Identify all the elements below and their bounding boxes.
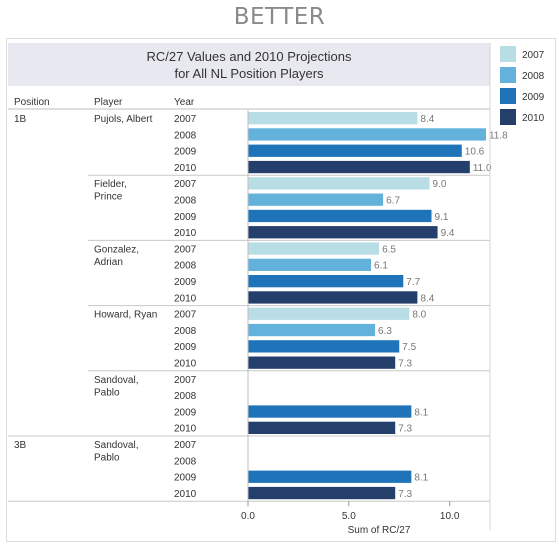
bar-2009 <box>248 470 412 483</box>
player-name: Gonzalez, <box>94 244 139 255</box>
bar-2009 <box>248 209 432 223</box>
bar-2008 <box>248 128 486 141</box>
page-heading: BETTER <box>233 4 326 30</box>
data-label: 9.4 <box>441 228 455 239</box>
legend-label-2010: 2010 <box>522 113 545 124</box>
data-label: 6.1 <box>374 261 388 272</box>
data-label: 8.4 <box>420 293 434 304</box>
column-header-position: Position <box>14 97 50 108</box>
player-name: Pablo <box>94 453 120 464</box>
bar-2010 <box>248 486 396 500</box>
year-label: 2008 <box>174 326 197 337</box>
player-name: Prince <box>94 192 123 203</box>
bar-2010 <box>248 160 470 174</box>
year-label: 2008 <box>174 261 197 272</box>
bar-2008 <box>248 258 372 271</box>
year-label: 2009 <box>174 407 197 418</box>
data-label: 7.3 <box>398 489 412 500</box>
year-label: 2010 <box>174 424 197 435</box>
data-label: 8.0 <box>412 310 426 321</box>
year-label: 2010 <box>174 228 197 239</box>
year-label: 2008 <box>174 196 197 207</box>
bar-2009 <box>248 340 400 353</box>
data-label: 11.0 <box>473 163 492 174</box>
data-label: 7.7 <box>406 277 420 288</box>
bar-2009 <box>248 144 462 157</box>
column-header-player: Player <box>94 97 123 108</box>
year-label: 2009 <box>174 473 197 484</box>
player-name: Pablo <box>94 387 120 398</box>
data-label: 6.3 <box>378 326 392 337</box>
legend-label-2008: 2008 <box>522 71 545 82</box>
x-tick-label: 5.0 <box>342 511 356 522</box>
bar-2009 <box>248 405 412 418</box>
year-label: 2009 <box>174 342 197 353</box>
year-label: 2008 <box>174 391 197 402</box>
year-label: 2007 <box>174 440 197 451</box>
data-label: 7.5 <box>402 342 416 353</box>
year-label: 2007 <box>174 114 197 125</box>
data-label: 7.3 <box>398 424 412 435</box>
bar-2010 <box>248 356 396 369</box>
position-label: 3B <box>14 440 27 451</box>
x-axis-title: Sum of RC/27 <box>348 525 411 536</box>
chart-subtitle: for All NL Position Players <box>174 66 324 81</box>
bar-2010 <box>248 226 438 239</box>
bar-2008 <box>248 323 376 337</box>
year-label: 2007 <box>174 244 197 255</box>
legend-swatch-2010 <box>500 109 516 125</box>
title-box <box>8 43 490 86</box>
chart-title: RC/27 Values and 2010 Projections <box>147 49 352 64</box>
x-tick-label: 10.0 <box>440 511 460 522</box>
year-label: 2009 <box>174 147 197 158</box>
legend-swatch-2007 <box>500 46 516 62</box>
bar-2007 <box>248 242 380 255</box>
player-name: Fielder, <box>94 179 127 190</box>
year-label: 2010 <box>174 489 197 500</box>
year-label: 2010 <box>174 293 197 304</box>
column-header-year: Year <box>174 97 195 108</box>
bar-2009 <box>248 275 404 288</box>
legend-swatch-2008 <box>500 67 516 83</box>
data-label: 9.1 <box>435 212 449 223</box>
data-label: 6.7 <box>386 196 400 207</box>
x-tick-label: 0.0 <box>241 511 255 522</box>
data-label: 11.8 <box>489 130 508 141</box>
year-label: 2007 <box>174 375 197 386</box>
bar-2010 <box>248 421 396 434</box>
bar-2007 <box>248 177 430 190</box>
player-name: Adrian <box>94 257 123 268</box>
bar-2007 <box>248 307 410 320</box>
data-label: 6.5 <box>382 244 396 255</box>
year-label: 2007 <box>174 179 197 190</box>
bar-2008 <box>248 193 384 206</box>
bar-2010 <box>248 291 418 304</box>
legend-swatch-2009 <box>500 88 516 104</box>
legend-label-2009: 2009 <box>522 92 545 103</box>
year-label: 2010 <box>174 359 197 370</box>
player-name: Sandoval, <box>94 440 138 451</box>
legend-label-2007: 2007 <box>522 50 545 61</box>
year-label: 2008 <box>174 456 197 467</box>
bar-2007 <box>248 112 418 125</box>
data-label: 8.1 <box>414 473 428 484</box>
player-name: Sandoval, <box>94 375 138 386</box>
year-label: 2008 <box>174 130 197 141</box>
year-label: 2007 <box>174 310 197 321</box>
data-label: 10.6 <box>465 147 485 158</box>
player-name: Howard, Ryan <box>94 310 157 321</box>
data-label: 8.4 <box>420 114 434 125</box>
player-name: Pujols, Albert <box>94 114 153 125</box>
position-label: 1B <box>14 114 27 125</box>
year-label: 2010 <box>174 163 197 174</box>
data-label: 7.3 <box>398 359 412 370</box>
year-label: 2009 <box>174 212 197 223</box>
data-label: 9.0 <box>433 179 447 190</box>
chart-frame <box>6 38 556 542</box>
year-label: 2009 <box>174 277 197 288</box>
data-label: 8.1 <box>414 407 428 418</box>
